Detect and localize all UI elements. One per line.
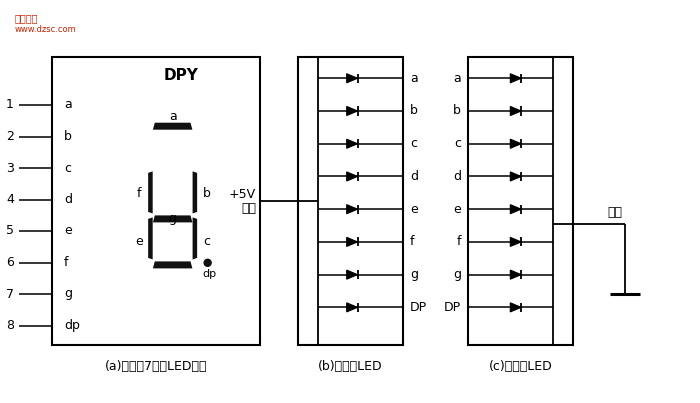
Text: 阴极: 阴极: [607, 206, 622, 218]
Circle shape: [204, 259, 211, 266]
Polygon shape: [346, 106, 358, 116]
Text: +5V: +5V: [229, 189, 256, 202]
Polygon shape: [148, 171, 153, 214]
Text: b: b: [453, 104, 461, 118]
Polygon shape: [346, 139, 358, 148]
Polygon shape: [153, 123, 192, 130]
Text: b: b: [203, 187, 211, 200]
Polygon shape: [510, 139, 521, 148]
Text: f: f: [410, 235, 414, 248]
Text: DP: DP: [410, 301, 427, 314]
Text: g: g: [64, 287, 72, 301]
Text: a: a: [454, 72, 461, 85]
Text: d: d: [453, 170, 461, 183]
Text: 5: 5: [6, 224, 14, 237]
Text: e: e: [64, 224, 71, 237]
Text: 阳极: 阳极: [241, 202, 256, 216]
Text: 8: 8: [6, 319, 14, 332]
Polygon shape: [346, 270, 358, 279]
Text: dp: dp: [64, 319, 80, 332]
Text: c: c: [410, 137, 417, 150]
Text: e: e: [410, 203, 418, 216]
Text: (b)共阳极LED: (b)共阳极LED: [318, 361, 383, 374]
Text: 7: 7: [6, 287, 14, 301]
Text: c: c: [64, 162, 71, 174]
Polygon shape: [346, 172, 358, 181]
Polygon shape: [193, 217, 197, 260]
Text: DP: DP: [444, 301, 461, 314]
Polygon shape: [193, 171, 197, 214]
Text: f: f: [64, 256, 69, 269]
Text: 6: 6: [6, 256, 14, 269]
Text: b: b: [64, 130, 72, 143]
Bar: [52, 57, 260, 345]
Polygon shape: [346, 205, 358, 214]
Polygon shape: [346, 237, 358, 247]
Text: f: f: [136, 187, 141, 200]
Text: 3: 3: [6, 162, 14, 174]
Polygon shape: [510, 270, 521, 279]
Text: b: b: [410, 104, 418, 118]
Text: dp: dp: [202, 269, 217, 279]
Text: d: d: [410, 170, 418, 183]
Text: c: c: [203, 235, 210, 248]
Polygon shape: [153, 215, 192, 222]
Text: 4: 4: [6, 193, 14, 206]
Polygon shape: [510, 205, 521, 214]
Polygon shape: [346, 303, 358, 312]
Bar: [298, 57, 403, 345]
Text: e: e: [135, 235, 143, 248]
Text: g: g: [410, 268, 418, 281]
Text: DPY: DPY: [164, 67, 198, 83]
Polygon shape: [153, 262, 192, 268]
Text: g: g: [169, 212, 176, 225]
Bar: [468, 57, 573, 345]
Text: (c)共阴极LED: (c)共阴极LED: [489, 361, 552, 374]
Text: a: a: [410, 72, 418, 85]
Polygon shape: [510, 172, 521, 181]
Polygon shape: [510, 74, 521, 83]
Text: 2: 2: [6, 130, 14, 143]
Text: d: d: [64, 193, 72, 206]
Polygon shape: [148, 217, 153, 260]
Text: f: f: [456, 235, 461, 248]
Text: g: g: [453, 268, 461, 281]
Polygon shape: [510, 106, 521, 116]
Text: e: e: [454, 203, 461, 216]
Text: 维库一卞: 维库一卞: [15, 13, 38, 23]
Polygon shape: [510, 237, 521, 247]
Text: c: c: [454, 137, 461, 150]
Text: a: a: [64, 98, 71, 112]
Text: a: a: [169, 110, 176, 123]
Text: 1: 1: [6, 98, 14, 112]
Text: (a)典型的7段式LED器件: (a)典型的7段式LED器件: [105, 361, 207, 374]
Polygon shape: [346, 74, 358, 83]
Text: www.dzsc.com: www.dzsc.com: [15, 25, 77, 34]
Polygon shape: [510, 303, 521, 312]
